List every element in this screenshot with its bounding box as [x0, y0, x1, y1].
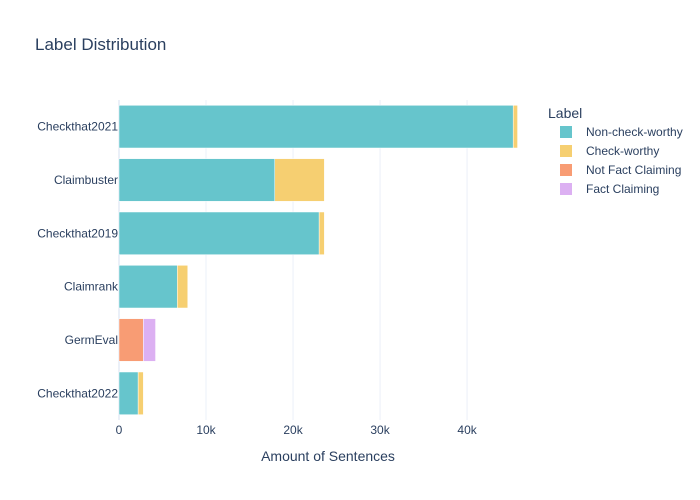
x-axis-title: Amount of Sentences	[261, 448, 395, 464]
y-tick-label: Checkthat2021	[37, 120, 118, 134]
chart-title: Label Distribution	[35, 35, 166, 54]
legend-label: Fact Claiming	[586, 182, 659, 196]
legend-label: Not Fact Claiming	[586, 163, 681, 177]
x-tick-labels: 0 10k 20k 30k 40k	[116, 423, 478, 437]
bar-segment	[137, 371, 144, 415]
bar-segment	[118, 158, 276, 202]
bar-segment	[118, 211, 320, 255]
legend-swatch	[560, 126, 572, 138]
bar-segment	[274, 158, 325, 202]
y-tick-label: Claimrank	[64, 280, 119, 294]
x-tick-label: 0	[116, 423, 123, 437]
y-tick-label: Checkthat2019	[37, 226, 118, 240]
bar-segment	[118, 371, 139, 415]
bar-segment	[512, 105, 518, 149]
bar-segment	[118, 318, 144, 362]
legend-swatch	[560, 145, 572, 157]
x-tick-label: 20k	[283, 423, 303, 437]
legend-swatch	[560, 183, 572, 195]
legend-label: Check-worthy	[586, 144, 659, 158]
legend-swatch	[560, 164, 572, 176]
bar-segment	[318, 211, 325, 255]
legend-title: Label	[548, 105, 582, 121]
bar-segment	[177, 265, 188, 309]
legend: Label Non-check-worthy Check-worthy Not Fa…	[548, 105, 683, 196]
x-gridlines	[118, 100, 468, 420]
y-tick-label: GermEval	[65, 333, 118, 347]
bar-segment	[143, 318, 156, 362]
y-tick-labels: Checkthat2021 Claimbuster Checkthat2019 Cla…	[37, 120, 119, 401]
bar-segment	[118, 105, 514, 149]
bars	[118, 105, 518, 415]
x-tick-label: 30k	[370, 423, 390, 437]
y-tick-label: Claimbuster	[54, 173, 118, 187]
x-tick-label: 40k	[457, 423, 477, 437]
legend-label: Non-check-worthy	[586, 125, 683, 139]
bar-segment	[118, 265, 178, 309]
x-tick-label: 10k	[196, 423, 216, 437]
y-tick-label: Checkthat2022	[37, 386, 118, 400]
